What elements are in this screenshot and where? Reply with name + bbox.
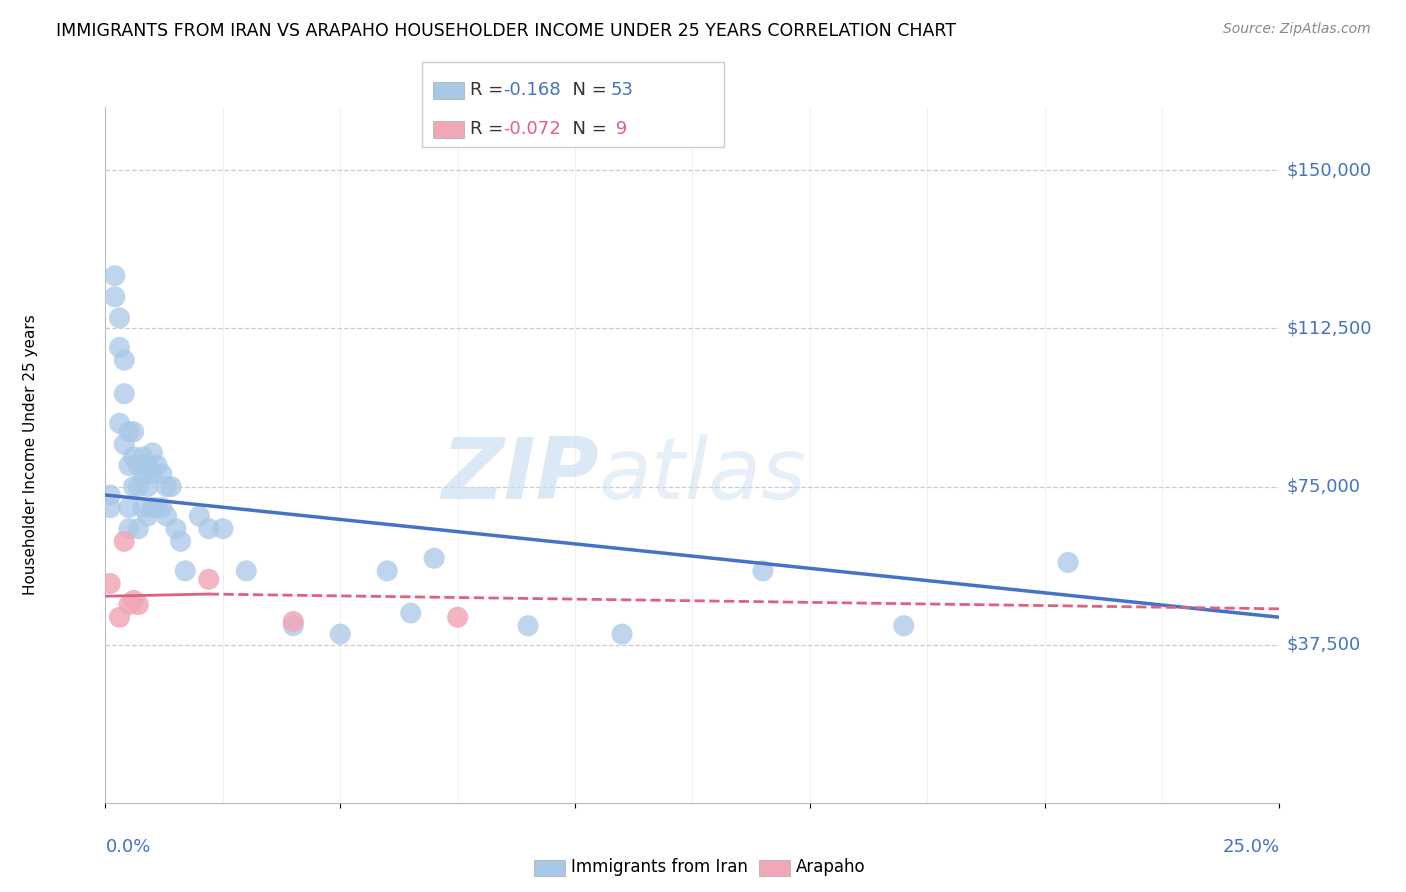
Point	[211, 522, 233, 536]
Point	[127, 598, 149, 612]
Point	[104, 268, 127, 283]
Point	[283, 618, 305, 632]
Point	[517, 618, 540, 632]
Point	[98, 500, 121, 515]
Point	[118, 598, 141, 612]
Point	[112, 386, 135, 401]
Text: atlas: atlas	[599, 434, 807, 517]
Text: ZIP: ZIP	[441, 434, 599, 517]
Text: Source: ZipAtlas.com: Source: ZipAtlas.com	[1223, 22, 1371, 37]
Point	[150, 500, 173, 515]
Text: -0.072: -0.072	[503, 120, 561, 137]
Point	[122, 450, 145, 464]
Point	[752, 564, 775, 578]
Point	[112, 437, 135, 451]
Point	[146, 500, 169, 515]
Point	[146, 458, 169, 473]
Point	[108, 610, 131, 624]
Text: 53: 53	[610, 80, 633, 98]
Point	[423, 551, 446, 566]
Point	[329, 627, 352, 641]
Text: $112,500: $112,500	[1286, 319, 1372, 337]
Text: $75,000: $75,000	[1286, 477, 1361, 496]
Point	[98, 488, 121, 502]
Point	[174, 564, 197, 578]
Point	[122, 425, 145, 439]
Text: -0.168: -0.168	[503, 80, 561, 98]
Text: 25.0%: 25.0%	[1222, 838, 1279, 856]
Point	[122, 593, 145, 607]
Point	[132, 467, 155, 481]
Text: Immigrants from Iran: Immigrants from Iran	[571, 858, 748, 876]
Point	[136, 509, 159, 524]
Point	[155, 509, 177, 524]
Point	[112, 353, 135, 368]
Point	[132, 450, 155, 464]
Point	[127, 458, 149, 473]
Text: N =: N =	[561, 120, 613, 137]
Point	[136, 458, 159, 473]
Point	[446, 610, 468, 624]
Point	[108, 340, 131, 354]
Text: $150,000: $150,000	[1286, 161, 1372, 179]
Point	[399, 606, 422, 620]
Point	[98, 576, 121, 591]
Point	[141, 500, 163, 515]
Point	[118, 522, 141, 536]
Point	[108, 417, 131, 431]
Point	[169, 534, 191, 549]
Point	[188, 509, 211, 524]
Point	[141, 467, 163, 481]
Point	[197, 572, 219, 586]
Text: 0.0%: 0.0%	[105, 838, 150, 856]
Text: 9: 9	[610, 120, 627, 137]
Point	[1057, 556, 1080, 570]
Text: $37,500: $37,500	[1286, 636, 1361, 654]
Point	[108, 310, 131, 325]
Point	[118, 500, 141, 515]
Text: Householder Income Under 25 years: Householder Income Under 25 years	[24, 315, 38, 595]
Point	[160, 479, 183, 493]
Point	[118, 425, 141, 439]
Point	[165, 522, 187, 536]
Text: N =: N =	[561, 80, 613, 98]
Text: Arapaho: Arapaho	[796, 858, 866, 876]
Point	[127, 479, 149, 493]
Point	[141, 446, 163, 460]
Text: IMMIGRANTS FROM IRAN VS ARAPAHO HOUSEHOLDER INCOME UNDER 25 YEARS CORRELATION CH: IMMIGRANTS FROM IRAN VS ARAPAHO HOUSEHOL…	[56, 22, 956, 40]
Text: R =: R =	[470, 120, 509, 137]
Text: R =: R =	[470, 80, 509, 98]
Point	[893, 618, 915, 632]
Point	[132, 500, 155, 515]
Point	[155, 479, 177, 493]
Point	[283, 615, 305, 629]
Point	[112, 534, 135, 549]
Point	[235, 564, 257, 578]
Point	[136, 479, 159, 493]
Point	[118, 458, 141, 473]
Point	[122, 479, 145, 493]
Point	[150, 467, 173, 481]
Point	[197, 522, 219, 536]
Point	[375, 564, 398, 578]
Point	[104, 290, 127, 304]
Point	[610, 627, 633, 641]
Point	[127, 522, 149, 536]
